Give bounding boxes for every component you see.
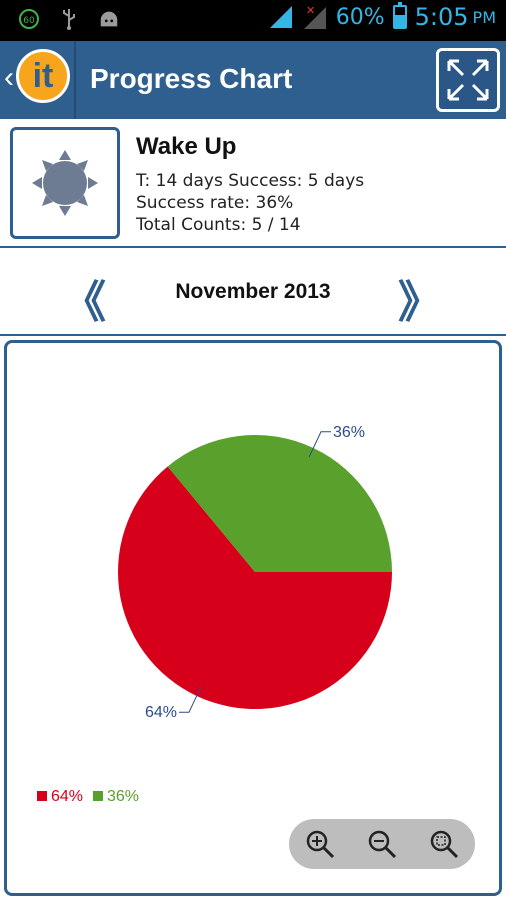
legend-label: 36%	[107, 788, 139, 805]
battery-charging-icon	[392, 2, 407, 29]
habit-header: Wake Up T: 14 days Success: 5 days Succe…	[0, 119, 506, 248]
circle-60-icon: 60	[18, 8, 40, 30]
svg-text:✕: ✕	[306, 4, 315, 17]
app-logo[interactable]: it	[16, 49, 70, 103]
zoom-in-icon[interactable]	[303, 827, 337, 861]
habit-days-summary: T: 14 days Success: 5 days	[136, 171, 365, 191]
wifi-signal-icon	[269, 6, 292, 28]
app-bar: ‹ it Progress Chart	[0, 41, 506, 119]
month-label: November 2013	[175, 280, 331, 303]
legend-swatch	[37, 791, 47, 801]
zoom-controls	[289, 819, 475, 869]
expand-button[interactable]	[436, 48, 500, 112]
status-right: ✕ 60% 5:05 PM	[268, 2, 496, 31]
zoom-out-icon[interactable]	[365, 827, 399, 861]
no-signal-icon: ✕	[303, 4, 326, 29]
slice-label: 64%	[145, 704, 177, 721]
expand-icon	[447, 59, 489, 101]
svg-text:60: 60	[23, 16, 35, 26]
clock-time: 5:05	[414, 3, 469, 31]
next-month-button[interactable]: 》	[398, 277, 442, 328]
legend-swatch	[93, 791, 103, 801]
app-bar-divider	[74, 41, 76, 119]
previous-month-button[interactable]: 《	[62, 277, 106, 328]
habit-total-counts: Total Counts: 5 / 14	[136, 215, 301, 235]
sun-icon	[32, 150, 98, 216]
page-title: Progress Chart	[90, 63, 293, 94]
zoom-reset-icon[interactable]	[427, 827, 461, 861]
battery-percent: 60%	[335, 4, 385, 30]
habit-success-rate: Success rate: 36%	[136, 193, 294, 213]
battery-level-fill	[394, 15, 405, 27]
legend-label: 64%	[51, 788, 83, 805]
habit-icon-button[interactable]	[10, 127, 120, 239]
slice-leader-line	[179, 686, 202, 713]
status-left-icons: 60	[18, 8, 120, 30]
habit-name: Wake Up	[136, 133, 237, 160]
status-bar: 60 ✕ 60% 5:05 PM	[0, 0, 506, 41]
pie-slice-success	[167, 434, 392, 572]
slice-leader-line	[308, 431, 331, 458]
month-navigation: 《 November 2013 》	[0, 250, 506, 336]
chart-panel: 64% 36% 64% 36%	[4, 340, 502, 896]
clock-ampm: PM	[472, 7, 496, 27]
pie-chart: 64% 36% 64% 36%	[37, 424, 392, 805]
pie-slice-fail	[118, 466, 392, 709]
slice-label: 36%	[333, 424, 365, 441]
back-chevron-icon[interactable]: ‹	[4, 61, 14, 94]
usb-icon	[58, 8, 80, 30]
android-icon	[98, 8, 120, 30]
